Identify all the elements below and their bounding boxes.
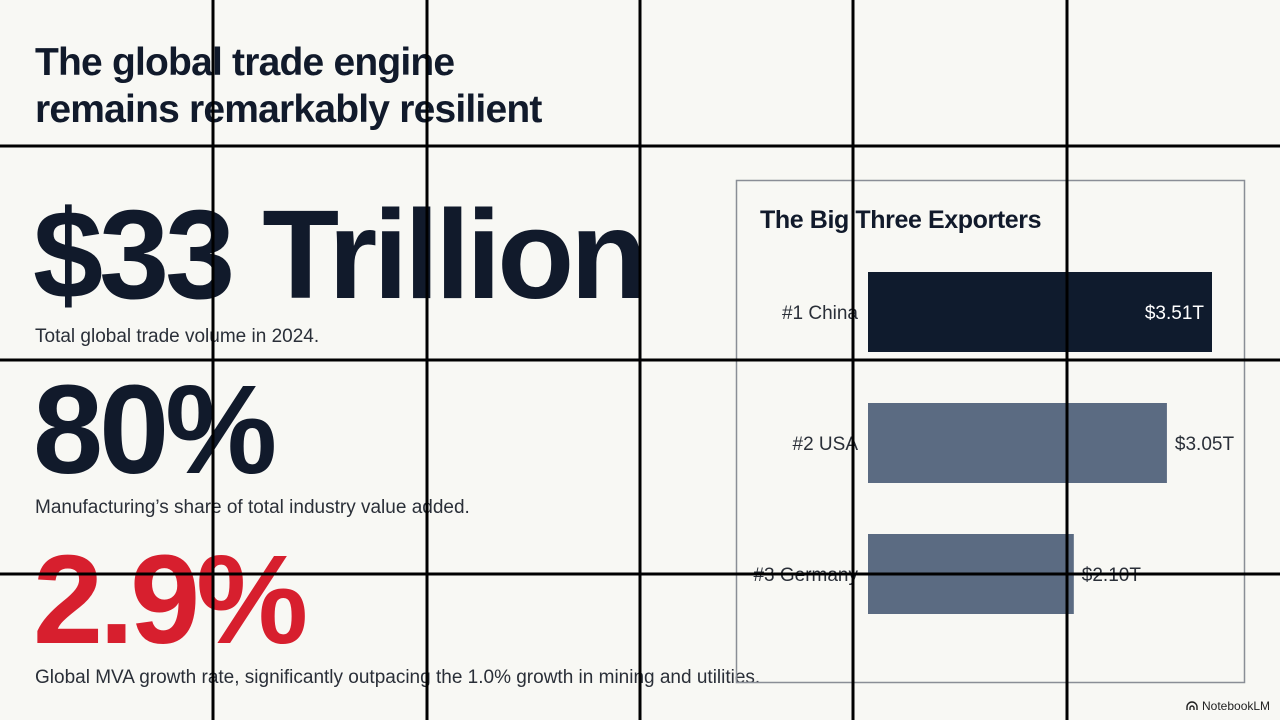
stat-value: 80%	[33, 359, 274, 500]
chart-title: The Big Three Exporters	[760, 206, 1041, 234]
value-label: $3.51T	[1145, 303, 1205, 324]
category-label: #2 USA	[793, 434, 859, 455]
stat-caption: Manufacturing’s share of total industry …	[35, 497, 470, 518]
category-label: #1 China	[782, 303, 858, 324]
title-line: The global trade engine	[35, 41, 454, 84]
value-label: $3.05T	[1175, 434, 1235, 455]
footer-brand: NotebookLM	[1202, 699, 1270, 713]
stat-value: 2.9%	[33, 529, 305, 670]
bar-chart: #1 China$3.51T#2 USA$3.05T#3 Germany$2.1…	[753, 272, 1234, 614]
title-line: remains remarkably resilient	[35, 88, 542, 131]
chart-frame	[735, 179, 1246, 684]
bar	[868, 272, 1212, 352]
stat-caption: Global MVA growth rate, significantly ou…	[35, 667, 760, 688]
footer-logo: NotebookLM	[1186, 699, 1270, 713]
bar	[868, 403, 1167, 483]
logo-icon	[1186, 701, 1198, 710]
stat-value: $33 Trillion	[33, 184, 643, 325]
stat-caption: Total global trade volume in 2024.	[35, 326, 319, 347]
